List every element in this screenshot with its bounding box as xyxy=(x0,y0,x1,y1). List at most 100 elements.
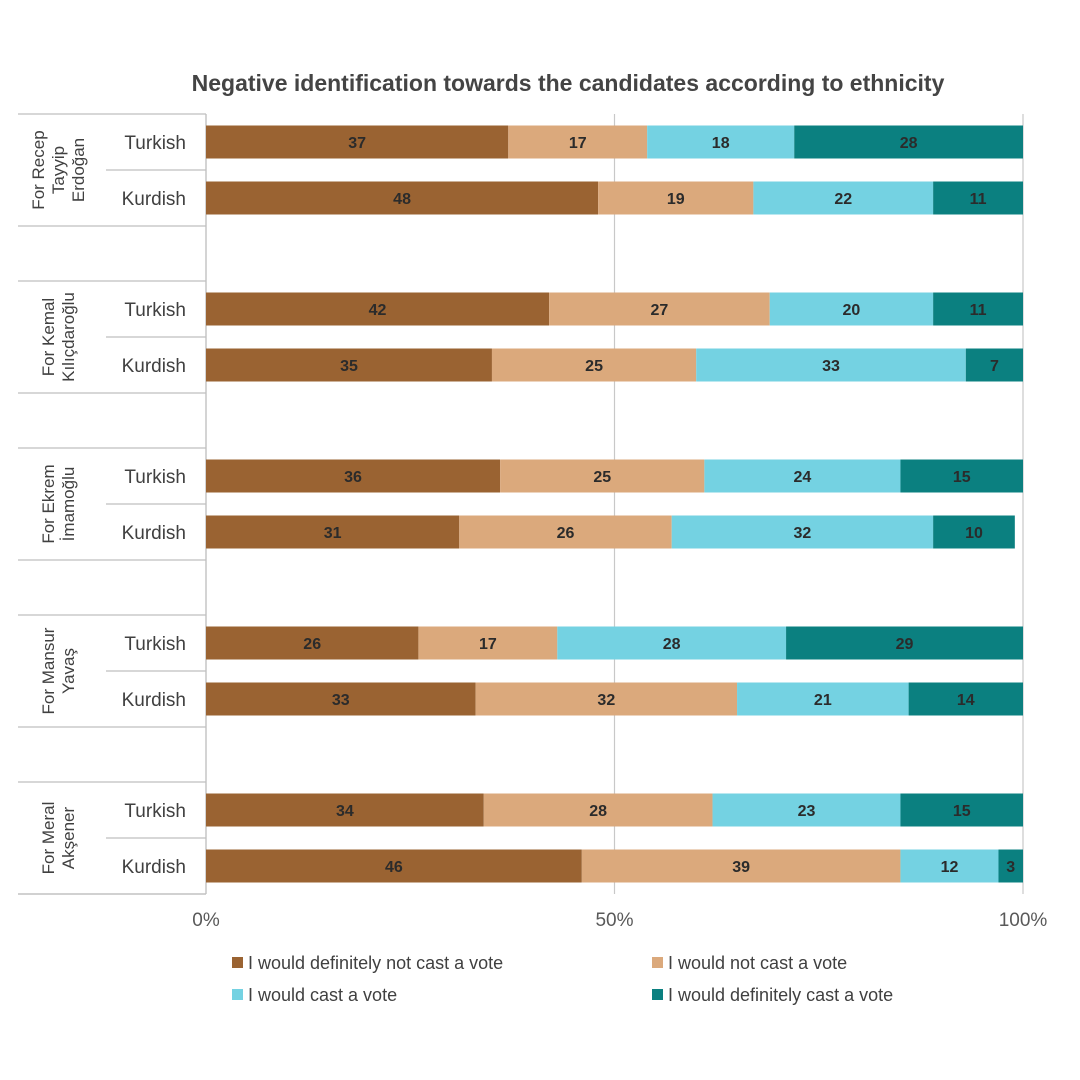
category-label: Turkish xyxy=(124,801,186,822)
bar-segment xyxy=(206,348,492,382)
bar-segment xyxy=(206,292,550,326)
x-tick-label: 50% xyxy=(595,910,633,931)
chart-title: Negative identification towards the cand… xyxy=(192,70,945,96)
category-labels: Turkish Kurdish Turkish Kurdish Turkish Kurdi… xyxy=(122,133,186,878)
data-label: 48 xyxy=(393,191,411,208)
bar-segment xyxy=(933,292,1023,326)
legend-label: I would definitely cast a vote xyxy=(668,985,893,1005)
bar-segment xyxy=(206,793,484,827)
data-label: 28 xyxy=(663,636,681,653)
data-label: 39 xyxy=(732,859,750,876)
group-label-line: Erdoğan xyxy=(69,138,88,202)
data-label: 7 xyxy=(990,358,999,375)
data-label: 14 xyxy=(957,692,975,709)
bar-segment xyxy=(900,849,999,883)
data-label: 33 xyxy=(822,358,840,375)
data-label: 26 xyxy=(303,636,321,653)
data-label: 24 xyxy=(794,469,812,486)
bar-segment xyxy=(794,125,1023,159)
data-label: 42 xyxy=(369,302,387,319)
legend-label: I would definitely not cast a vote xyxy=(248,953,503,973)
data-label: 32 xyxy=(597,692,615,709)
group-label-line: Tayyip xyxy=(49,146,68,194)
data-label: 15 xyxy=(953,803,971,820)
legend-swatch xyxy=(652,957,663,968)
group-label-line: Yavaş xyxy=(59,648,78,694)
data-label: 20 xyxy=(843,302,861,319)
data-label: 34 xyxy=(336,803,354,820)
group-label-line: For Kemal xyxy=(39,298,58,376)
data-label: 32 xyxy=(794,525,812,542)
data-label: 37 xyxy=(348,135,366,152)
data-label: 21 xyxy=(814,692,832,709)
category-label: Kurdish xyxy=(122,356,186,377)
group-label: For KemalKılıçdaroğlu xyxy=(39,292,78,382)
category-label: Turkish xyxy=(124,467,186,488)
data-label: 17 xyxy=(569,135,587,152)
bar-segment xyxy=(206,626,419,660)
data-label: 33 xyxy=(332,692,350,709)
category-label: Kurdish xyxy=(122,523,186,544)
bar-segment xyxy=(557,626,787,660)
legend-label: I would not cast a vote xyxy=(668,953,847,973)
bar-segment xyxy=(483,793,713,827)
bar-segment xyxy=(549,292,770,326)
data-label: 15 xyxy=(953,469,971,486)
data-label: 3 xyxy=(1006,859,1015,876)
bar-segment xyxy=(459,515,672,549)
x-tick-label: 0% xyxy=(192,910,220,931)
bar-segment xyxy=(475,682,738,716)
bar-segment xyxy=(491,348,697,382)
group-label: For MansurYavaş xyxy=(39,627,78,714)
group-label-line: For Meral xyxy=(39,802,58,875)
bar-segment xyxy=(500,459,705,493)
bar-segment xyxy=(933,515,1015,549)
bar-segment xyxy=(908,682,1023,716)
x-tick-label: 100% xyxy=(999,910,1048,931)
bar-segment xyxy=(753,181,934,215)
bar-segment xyxy=(965,348,1023,382)
data-label: 12 xyxy=(941,859,959,876)
bar-segment xyxy=(581,849,901,883)
bar-segment xyxy=(206,181,599,215)
legend: I would definitely not cast a vote I woul… xyxy=(232,953,893,1005)
group-labels: For RecepTayyipErdoğan For KemalKılıçdaro… xyxy=(29,130,88,874)
bar-segment xyxy=(206,849,582,883)
data-label: 27 xyxy=(651,302,669,319)
bar-segment xyxy=(900,459,1023,493)
data-label: 29 xyxy=(896,636,914,653)
data-label: 25 xyxy=(585,358,603,375)
bar-segment xyxy=(647,125,795,159)
category-label: Turkish xyxy=(124,300,186,321)
gridlines xyxy=(205,114,1024,894)
data-label: 11 xyxy=(970,302,987,319)
group-label-line: For Ekrem xyxy=(39,464,58,543)
category-label: Kurdish xyxy=(122,189,186,210)
group-label-line: İmamoğlu xyxy=(59,467,78,542)
group-label: For RecepTayyipErdoğan xyxy=(29,130,88,209)
legend-swatch xyxy=(652,989,663,1000)
bar-segment xyxy=(712,793,901,827)
bar-segment xyxy=(704,459,901,493)
bar-segment xyxy=(206,125,509,159)
group-label-line: For Mansur xyxy=(39,627,58,714)
data-label: 23 xyxy=(798,803,816,820)
bar-segment xyxy=(598,181,754,215)
bars xyxy=(206,125,1023,883)
data-label: 19 xyxy=(667,191,685,208)
bar-segment xyxy=(769,292,934,326)
data-label: 46 xyxy=(385,859,403,876)
group-label: For MeralAkşener xyxy=(39,802,78,875)
bar-segment xyxy=(696,348,966,382)
category-label: Kurdish xyxy=(122,690,186,711)
data-label: 10 xyxy=(965,525,983,542)
bar-segment xyxy=(418,626,558,660)
legend-swatch xyxy=(232,957,243,968)
data-label: 26 xyxy=(557,525,575,542)
group-label-line: Kılıçdaroğlu xyxy=(59,292,78,382)
bar-segment xyxy=(206,459,501,493)
group-label-line: Akşener xyxy=(59,806,78,869)
bar-segment xyxy=(671,515,934,549)
x-axis-ticks: 0% 50% 100% xyxy=(192,910,1047,931)
group-label-line: For Recep xyxy=(29,130,48,209)
